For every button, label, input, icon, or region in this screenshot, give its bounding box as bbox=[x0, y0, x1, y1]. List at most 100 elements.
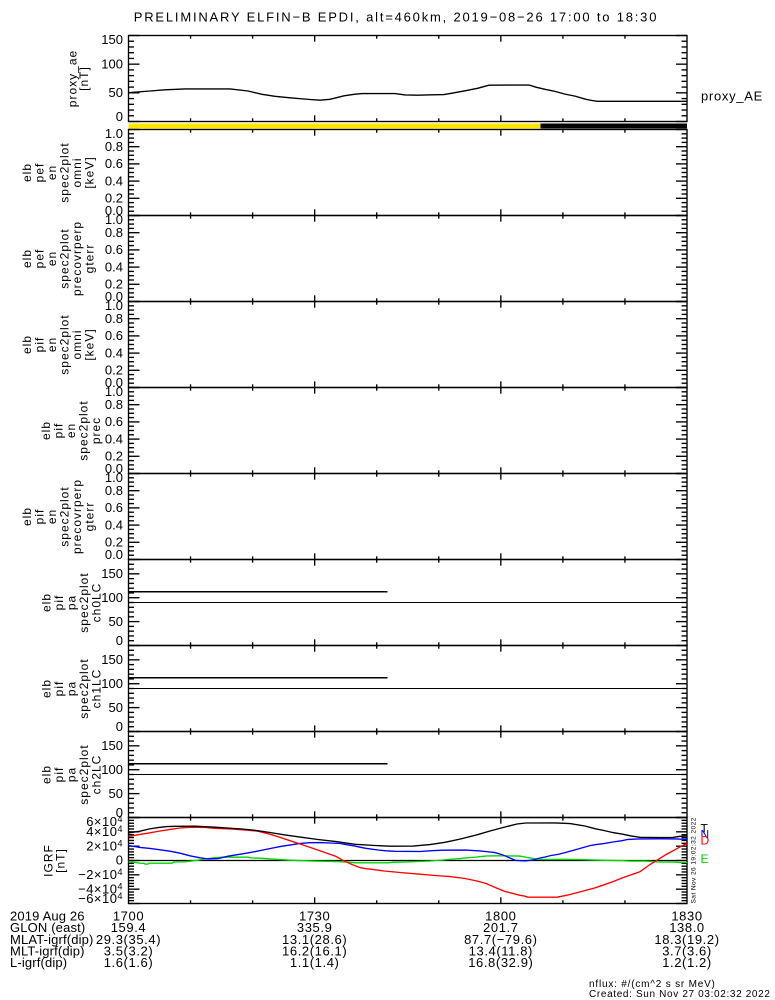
svg-text:pef: pef bbox=[33, 163, 47, 183]
svg-text:13.1(28.6): 13.1(28.6) bbox=[282, 932, 347, 947]
svg-text:16.2(16.1): 16.2(16.1) bbox=[282, 944, 347, 959]
svg-text:0.8: 0.8 bbox=[105, 311, 123, 326]
svg-text:100: 100 bbox=[101, 676, 123, 691]
svg-text:omni: omni bbox=[70, 329, 84, 359]
svg-text:Created: Sun Nov 27 03:02:32 2: Created: Sun Nov 27 03:02:32 2022 bbox=[589, 989, 771, 1000]
svg-text:0: 0 bbox=[116, 805, 123, 820]
svg-text:138.0: 138.0 bbox=[669, 920, 705, 935]
svg-text:150: 150 bbox=[101, 738, 123, 753]
svg-text:0.0: 0.0 bbox=[105, 461, 123, 476]
svg-text:ch0LC: ch0LC bbox=[90, 583, 104, 623]
svg-text:87.7(−79.6): 87.7(−79.6) bbox=[464, 932, 537, 947]
svg-text:prec: prec bbox=[89, 417, 103, 444]
svg-text:N: N bbox=[701, 828, 710, 842]
svg-text:1700: 1700 bbox=[113, 909, 144, 924]
svg-text:pif: pif bbox=[52, 681, 66, 697]
svg-text:159.4: 159.4 bbox=[111, 920, 147, 935]
svg-text:0.8: 0.8 bbox=[105, 483, 123, 498]
svg-text:0.4: 0.4 bbox=[105, 345, 123, 360]
svg-text:0.6: 0.6 bbox=[105, 414, 123, 429]
svg-text:en: en bbox=[64, 423, 78, 438]
svg-text:ch1LC: ch1LC bbox=[90, 669, 104, 709]
svg-text:0.2: 0.2 bbox=[105, 277, 123, 292]
svg-text:2019 Aug 26: 2019 Aug 26 bbox=[10, 909, 85, 924]
svg-text:pa: pa bbox=[65, 681, 79, 696]
svg-text:pif: pif bbox=[52, 595, 66, 611]
svg-text:−2×104: −2×104 bbox=[78, 867, 123, 882]
svg-text:proxy_ae: proxy_ae bbox=[66, 50, 80, 107]
svg-text:0.8: 0.8 bbox=[105, 397, 123, 412]
svg-text:gterr: gterr bbox=[83, 502, 97, 532]
svg-text:MLAT-igrf(dip): MLAT-igrf(dip) bbox=[10, 932, 93, 947]
svg-text:MLT-igrf(dip): MLT-igrf(dip) bbox=[10, 944, 85, 959]
svg-text:Sat Nov 26 19:02:32 2022: Sat Nov 26 19:02:32 2022 bbox=[690, 817, 697, 903]
svg-text:0.2: 0.2 bbox=[105, 535, 123, 550]
svg-text:elb: elb bbox=[40, 765, 54, 784]
svg-text:pa: pa bbox=[65, 767, 79, 782]
svg-text:en: en bbox=[45, 509, 59, 524]
svg-text:3.7(3.6): 3.7(3.6) bbox=[662, 944, 712, 959]
svg-text:16.8(32.9): 16.8(32.9) bbox=[468, 955, 533, 970]
svg-text:pif: pif bbox=[52, 423, 66, 439]
svg-text:spec2plot: spec2plot bbox=[58, 314, 72, 374]
svg-text:50: 50 bbox=[109, 786, 123, 801]
svg-text:201.7: 201.7 bbox=[483, 920, 519, 935]
svg-text:en: en bbox=[45, 251, 59, 266]
svg-text:IGRF: IGRF bbox=[42, 844, 56, 877]
svg-text:18.3(19.2): 18.3(19.2) bbox=[654, 932, 719, 947]
svg-text:pef: pef bbox=[33, 249, 47, 269]
svg-text:proxy_AE: proxy_AE bbox=[701, 89, 763, 104]
svg-text:elb: elb bbox=[20, 335, 34, 354]
svg-text:spec2plot: spec2plot bbox=[77, 400, 91, 460]
svg-text:0: 0 bbox=[116, 853, 123, 868]
svg-text:150: 150 bbox=[101, 32, 123, 47]
svg-text:0.2: 0.2 bbox=[105, 363, 123, 378]
svg-text:−4×104: −4×104 bbox=[78, 881, 123, 896]
svg-text:ch2LC: ch2LC bbox=[90, 755, 104, 795]
svg-text:1.0: 1.0 bbox=[105, 298, 123, 313]
svg-text:1.0: 1.0 bbox=[105, 384, 123, 399]
svg-text:3.5(3.2): 3.5(3.2) bbox=[104, 944, 154, 959]
svg-text:elb: elb bbox=[40, 593, 54, 612]
svg-text:29.3(35.4): 29.3(35.4) bbox=[96, 932, 161, 947]
svg-text:L-igrf(dip): L-igrf(dip) bbox=[10, 955, 67, 970]
svg-text:GLON (east): GLON (east) bbox=[10, 920, 85, 935]
svg-text:T: T bbox=[701, 822, 709, 836]
svg-text:2×104: 2×104 bbox=[86, 838, 123, 853]
svg-text:precovrperp: precovrperp bbox=[70, 221, 84, 296]
svg-text:pa: pa bbox=[65, 595, 79, 610]
svg-text:PRELIMINARY ELFIN−B EPDI, alt=: PRELIMINARY ELFIN−B EPDI, alt=460km, 201… bbox=[134, 10, 658, 25]
svg-text:[keV]: [keV] bbox=[83, 156, 97, 188]
svg-text:1830: 1830 bbox=[671, 909, 702, 924]
svg-text:0.4: 0.4 bbox=[105, 431, 123, 446]
svg-text:0.4: 0.4 bbox=[105, 173, 123, 188]
svg-text:1.0: 1.0 bbox=[105, 470, 123, 485]
svg-text:pif: pif bbox=[33, 509, 47, 525]
svg-text:13.4(11.8): 13.4(11.8) bbox=[469, 944, 533, 959]
svg-text:4×104: 4×104 bbox=[86, 824, 123, 839]
svg-text:spec2plot: spec2plot bbox=[58, 486, 72, 546]
svg-text:100: 100 bbox=[101, 590, 123, 605]
svg-text:[nT]: [nT] bbox=[54, 848, 68, 873]
svg-text:0.6: 0.6 bbox=[105, 328, 123, 343]
svg-text:0.0: 0.0 bbox=[105, 289, 123, 304]
svg-text:pif: pif bbox=[52, 767, 66, 783]
svg-text:elb: elb bbox=[40, 679, 54, 698]
svg-text:1800: 1800 bbox=[485, 909, 516, 924]
svg-text:elb: elb bbox=[39, 421, 53, 440]
svg-text:150: 150 bbox=[101, 566, 123, 581]
svg-text:0.0: 0.0 bbox=[105, 547, 123, 562]
svg-text:elb: elb bbox=[20, 507, 34, 526]
svg-text:elb: elb bbox=[20, 163, 34, 182]
svg-text:335.9: 335.9 bbox=[297, 920, 333, 935]
svg-text:[keV]: [keV] bbox=[83, 328, 97, 360]
svg-text:nflux: #/(cm^2 s sr MeV): nflux: #/(cm^2 s sr MeV) bbox=[589, 979, 716, 990]
svg-text:[nT]: [nT] bbox=[77, 66, 91, 91]
svg-text:en: en bbox=[45, 337, 59, 352]
svg-text:0.6: 0.6 bbox=[105, 156, 123, 171]
svg-text:spec2plot: spec2plot bbox=[77, 658, 91, 718]
svg-text:1730: 1730 bbox=[299, 909, 330, 924]
svg-text:D: D bbox=[701, 833, 710, 847]
svg-text:0: 0 bbox=[116, 719, 123, 734]
svg-text:pif: pif bbox=[33, 337, 47, 353]
